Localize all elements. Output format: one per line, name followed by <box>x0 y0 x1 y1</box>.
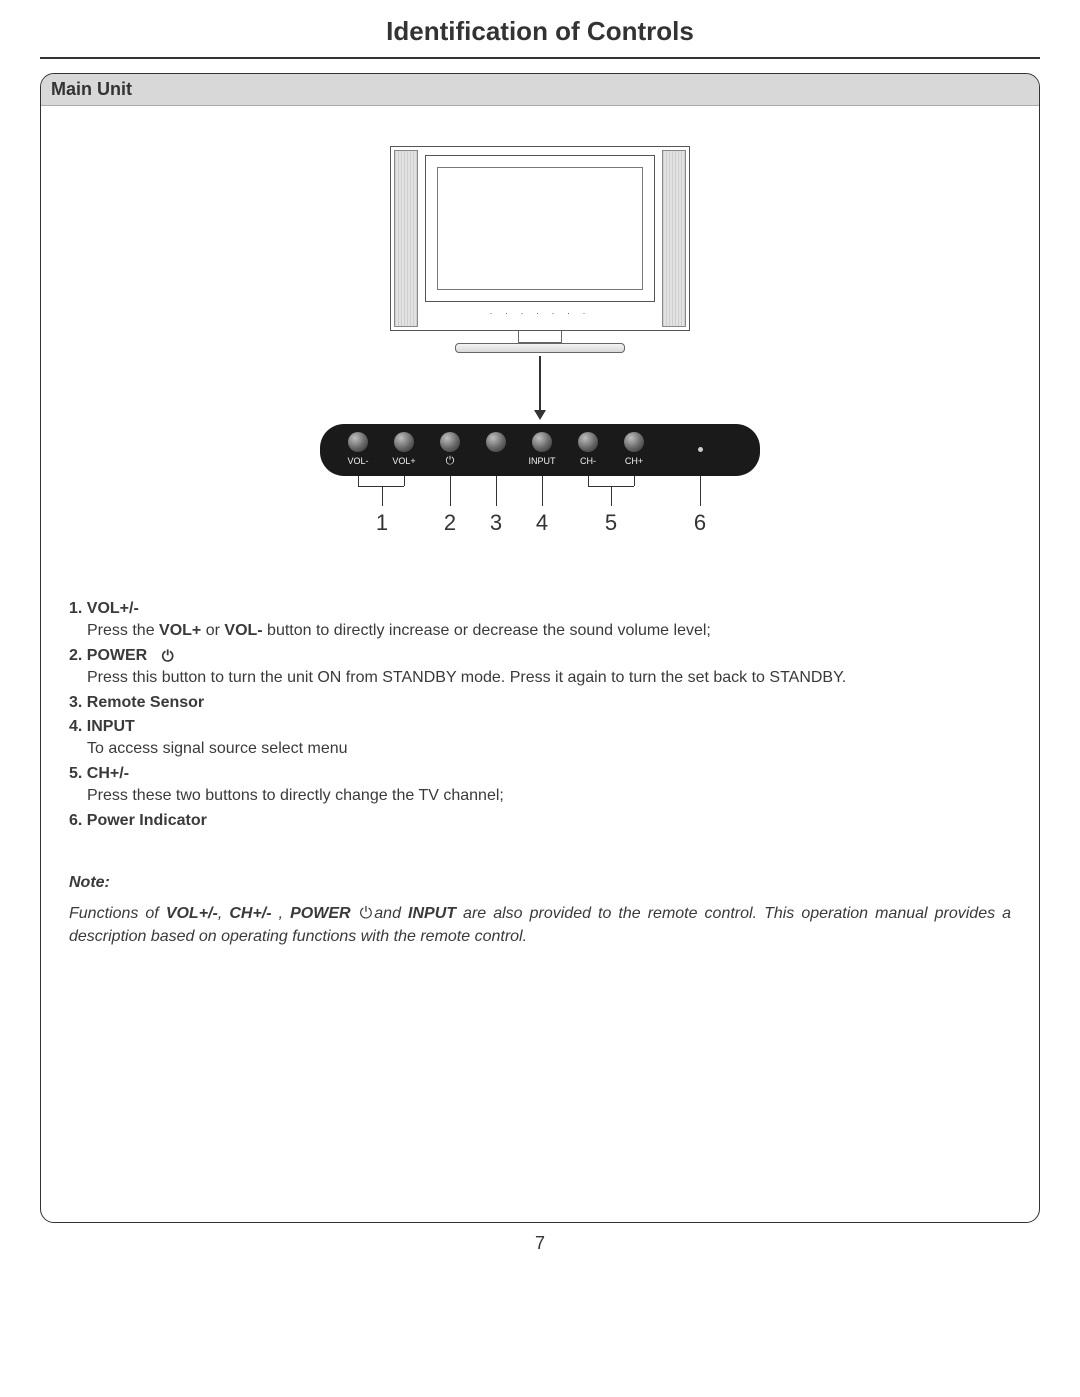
callout-bar <box>358 486 404 487</box>
desc-item-1: 1. VOL+/- Press the VOL+ or VOL- button … <box>69 598 1011 643</box>
panel-button-label: VOL+ <box>392 456 415 466</box>
callout-line <box>382 486 383 506</box>
tv-speaker-right <box>662 150 686 327</box>
panel-button <box>624 432 644 452</box>
callout-line <box>542 476 543 506</box>
desc-text: button to directly increase or decrease … <box>263 622 711 639</box>
tv-neck <box>518 331 562 343</box>
desc-body: To access signal source select menu <box>69 738 1011 760</box>
callout-number: 2 <box>444 510 456 536</box>
callout-number: 5 <box>605 510 617 536</box>
desc-head: 5. CH+/- <box>69 763 1011 785</box>
desc-head: 2. POWER ⏻ <box>69 645 1011 667</box>
diagram-area: · · · · · · · VOL- VOL+ ⏻ INPUT CH- CH+ 1 2 3 4 5… <box>41 106 1039 536</box>
callout-line <box>588 476 589 486</box>
note-span: and <box>374 905 408 922</box>
panel-button-label: CH- <box>580 456 596 466</box>
panel-led <box>698 447 703 452</box>
desc-head-text: 2. POWER <box>69 647 147 664</box>
note-span: , <box>272 905 291 922</box>
panel-button-label: INPUT <box>529 456 556 466</box>
desc-bold: VOL- <box>224 622 262 639</box>
note-bold: INPUT <box>408 905 456 922</box>
note-block: Note: Functions of VOL+/-, CH+/- , POWER… <box>41 834 1039 948</box>
desc-text: or <box>201 622 224 639</box>
callout-line <box>450 476 451 506</box>
tv-screen <box>437 167 643 290</box>
desc-item-6: 6. Power Indicator <box>69 810 1011 832</box>
callout-number: 6 <box>694 510 706 536</box>
power-icon: ⏻ <box>162 646 174 667</box>
note-text: Functions of VOL+/-, CH+/- , POWER ⏻and … <box>69 902 1011 948</box>
power-icon: ⏻ <box>446 455 455 468</box>
panel-button-label: VOL- <box>347 456 368 466</box>
note-title: Note: <box>69 874 1011 892</box>
panel-button <box>348 432 368 452</box>
descriptions-list: 1. VOL+/- Press the VOL+ or VOL- button … <box>41 536 1039 832</box>
control-panel: VOL- VOL+ ⏻ INPUT CH- CH+ <box>320 424 760 476</box>
desc-item-2: 2. POWER ⏻ Press this button to turn the… <box>69 645 1011 690</box>
tv-front-buttons: · · · · · · · <box>391 308 689 318</box>
arrow-down-icon <box>539 356 541 418</box>
desc-head: 6. Power Indicator <box>69 810 1011 832</box>
callout-line <box>611 486 612 506</box>
note-span: Functions of <box>69 905 166 922</box>
tv-base <box>455 343 625 353</box>
tv-illustration: · · · · · · · <box>390 146 690 353</box>
desc-item-3: 3. Remote Sensor <box>69 692 1011 714</box>
desc-body: Press this button to turn the unit ON fr… <box>69 667 1011 689</box>
note-span: , <box>218 905 230 922</box>
panel-button <box>394 432 414 452</box>
callout-number: 1 <box>376 510 388 536</box>
desc-head: 3. Remote Sensor <box>69 692 1011 714</box>
desc-item-4: 4. INPUT To access signal source select … <box>69 716 1011 761</box>
desc-body: Press the VOL+ or VOL- button to directl… <box>69 620 1011 642</box>
page-title: Identification of Controls <box>40 12 1040 57</box>
callout-line <box>358 476 359 486</box>
panel-button-label: CH+ <box>625 456 643 466</box>
page-number: 7 <box>40 1233 1040 1254</box>
section-header: Main Unit <box>41 74 1039 106</box>
callout-number: 4 <box>536 510 548 536</box>
content-frame: Main Unit · · · · · · · VOL- VOL+ ⏻ INPUT CH… <box>40 73 1040 1223</box>
callout-line <box>496 476 497 506</box>
desc-body: Press these two buttons to directly chan… <box>69 785 1011 807</box>
note-bold: VOL+/- <box>166 905 218 922</box>
desc-bold: VOL+ <box>159 622 201 639</box>
panel-button <box>440 432 460 452</box>
desc-head: 4. INPUT <box>69 716 1011 738</box>
title-rule <box>40 57 1040 59</box>
panel-button <box>532 432 552 452</box>
callout-number: 3 <box>490 510 502 536</box>
note-bold: CH+/- <box>229 905 271 922</box>
control-panel-wrap: VOL-VOL+⏻INPUTCH-CH+ 123456 <box>320 424 760 476</box>
callout-line <box>404 476 405 486</box>
callout-line <box>700 476 701 506</box>
desc-head: 1. VOL+/- <box>69 598 1011 620</box>
tv-outer: · · · · · · · <box>390 146 690 331</box>
panel-button <box>486 432 506 452</box>
tv-speaker-left <box>394 150 418 327</box>
desc-text: Press the <box>87 622 159 639</box>
page: Identification of Controls Main Unit · ·… <box>0 0 1080 1397</box>
power-icon: ⏻ <box>360 905 373 922</box>
desc-item-5: 5. CH+/- Press these two buttons to dire… <box>69 763 1011 808</box>
note-bold: POWER <box>290 905 350 922</box>
callout-line <box>634 476 635 486</box>
panel-button <box>578 432 598 452</box>
